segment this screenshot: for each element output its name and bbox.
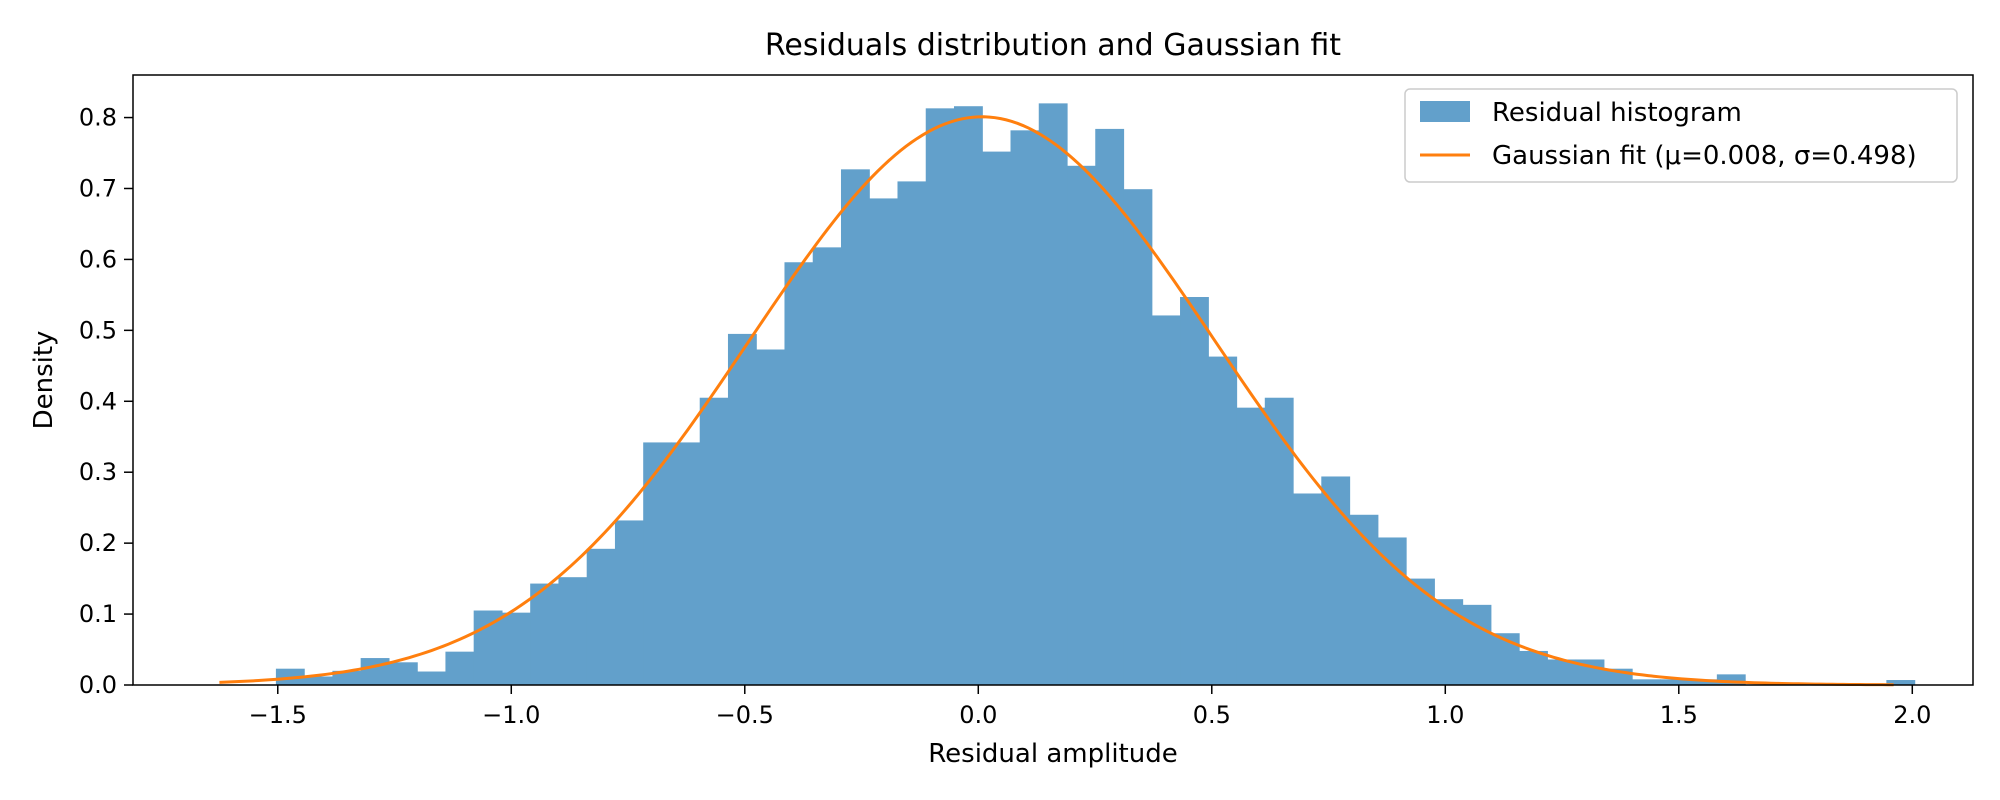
x-axis-ticks: −1.5 −1.0 −0.5 0.0 0.5 1.0 1.5 2.0 [249, 685, 1931, 729]
y-axis-ticks: 0.0 0.1 0.2 0.3 0.4 0.5 0.6 0.7 0.8 [79, 104, 133, 699]
histogram-bar [501, 612, 531, 685]
y-axis-label: Density [29, 331, 59, 430]
histogram-bar [360, 658, 390, 685]
x-tick-label: −1.0 [482, 701, 540, 729]
y-tick-label: 0.8 [79, 104, 117, 132]
x-tick-label: 0.5 [1193, 701, 1231, 729]
histogram-bar [812, 247, 842, 686]
gaussian-fit-line [219, 115, 1894, 687]
legend-box [1404, 88, 1958, 183]
legend-histogram-label: Residual histogram [1492, 98, 1742, 128]
histogram-bar [1660, 679, 1690, 685]
y-tick-label: 0.6 [79, 245, 117, 273]
histogram-bar [558, 577, 588, 685]
histogram-bar [1519, 650, 1548, 685]
histogram-bar [1406, 578, 1435, 685]
histogram-bar [671, 442, 701, 685]
histogram-bar [699, 397, 729, 685]
histogram-bar [1264, 397, 1294, 685]
y-tick-label: 0.7 [79, 174, 117, 202]
y-tick-label: 0.3 [79, 458, 117, 486]
histogram-bar [1151, 315, 1181, 685]
histogram-bar [1208, 356, 1238, 685]
y-tick-label: 0.5 [79, 316, 117, 344]
legend-fit-label: Gaussian fit (μ=0.008, σ=0.498) [1492, 141, 1917, 171]
histogram-bar [1377, 537, 1407, 685]
chart-title: Residuals distribution and Gaussian fit [765, 28, 1341, 63]
histogram-bar [530, 583, 560, 685]
histogram-bar [897, 181, 927, 685]
histogram-bar [1349, 514, 1379, 685]
histogram-bar [1462, 604, 1492, 685]
y-tick-label: 0.4 [79, 387, 117, 415]
histogram-bar [417, 671, 447, 685]
legend: Residual histogram Gaussian fit (μ=0.008… [1404, 88, 1958, 183]
histogram-bar [304, 676, 334, 685]
histogram-bar [727, 333, 757, 685]
histogram-bar [1321, 476, 1351, 685]
histogram-bar [756, 349, 786, 685]
histogram-bar [1293, 493, 1322, 685]
y-tick-label: 0.2 [79, 529, 117, 557]
histogram-bar [388, 662, 418, 685]
y-tick-label: 0.1 [79, 600, 117, 628]
y-tick-label: 0.0 [79, 671, 117, 699]
x-tick-label: −1.5 [249, 701, 307, 729]
histogram-bar [1547, 659, 1577, 685]
histogram-bar [643, 442, 673, 685]
histogram-bar [1038, 103, 1068, 686]
x-tick-label: 2.0 [1893, 701, 1931, 729]
histogram-bar [784, 262, 814, 685]
histogram-bar [1236, 407, 1266, 685]
histogram-bar [953, 106, 983, 685]
histogram-bar [982, 151, 1012, 686]
x-tick-label: 1.5 [1660, 701, 1698, 729]
histogram-bar [1180, 297, 1209, 685]
histogram-bar [332, 670, 362, 685]
histogram-bar [1123, 189, 1153, 685]
histogram-bar [840, 169, 870, 686]
x-tick-label: 1.0 [1426, 701, 1464, 729]
histogram-bar [1490, 633, 1520, 685]
histogram-bar [869, 198, 899, 686]
plot-frame [132, 74, 1974, 686]
histogram-bar [1716, 674, 1746, 685]
histogram-bar [473, 610, 503, 685]
histogram-bar [1632, 679, 1661, 685]
x-axis-label: Residual amplitude [928, 739, 1177, 769]
histogram-bar [614, 520, 644, 685]
histogram-bar [1688, 679, 1718, 685]
histogram-bar [1095, 128, 1125, 685]
histogram-bar [445, 651, 475, 685]
histogram-bars [275, 103, 1916, 686]
x-tick-label: 0.0 [959, 701, 997, 729]
histogram-bar [586, 548, 616, 685]
x-tick-label: −0.5 [716, 701, 774, 729]
histogram-bar [1886, 680, 1916, 685]
legend-histogram-swatch [1420, 101, 1470, 122]
histogram-bar [1010, 130, 1040, 685]
histogram-bar [1067, 165, 1096, 686]
histogram-bar [925, 108, 955, 686]
histogram-bar [1434, 599, 1464, 685]
